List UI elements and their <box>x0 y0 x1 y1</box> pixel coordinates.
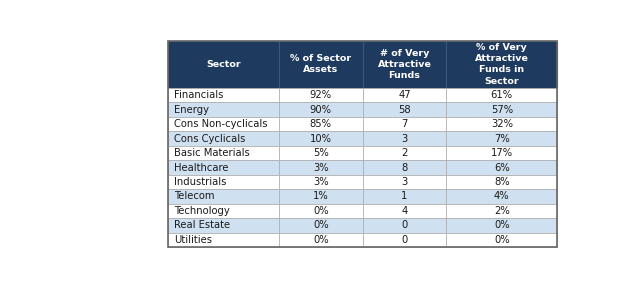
Bar <box>279 41 363 88</box>
Bar <box>446 175 558 189</box>
Text: 5%: 5% <box>313 148 329 158</box>
Text: % of Very
Attractive
Funds in
Sector: % of Very Attractive Funds in Sector <box>475 43 529 86</box>
Bar <box>363 88 446 102</box>
Text: 7: 7 <box>401 119 408 129</box>
Bar <box>363 117 446 131</box>
Bar <box>168 175 279 189</box>
Text: 0%: 0% <box>313 206 329 216</box>
Bar <box>168 218 279 233</box>
Text: 0%: 0% <box>494 220 510 230</box>
Bar <box>363 204 446 218</box>
Text: 58: 58 <box>398 105 411 115</box>
Bar <box>279 131 363 146</box>
Bar <box>168 189 279 204</box>
Text: 3%: 3% <box>313 177 329 187</box>
Bar <box>168 117 279 131</box>
Bar <box>446 233 558 247</box>
Text: 17%: 17% <box>491 148 513 158</box>
Bar <box>279 218 363 233</box>
Text: Technology: Technology <box>174 206 230 216</box>
Text: 1%: 1% <box>313 192 329 201</box>
Bar <box>168 41 558 247</box>
Text: 0%: 0% <box>313 235 329 245</box>
Text: 0: 0 <box>401 220 408 230</box>
Text: Energy: Energy <box>174 105 209 115</box>
Bar <box>168 233 279 247</box>
Text: 7%: 7% <box>494 134 510 144</box>
Text: % of Sector
Assets: % of Sector Assets <box>290 54 352 74</box>
Bar <box>279 117 363 131</box>
Text: 6%: 6% <box>494 162 510 172</box>
Bar <box>168 204 279 218</box>
Text: 0%: 0% <box>313 220 329 230</box>
Bar <box>446 131 558 146</box>
Text: Sector: Sector <box>206 60 241 69</box>
Text: 1: 1 <box>401 192 408 201</box>
Bar <box>446 117 558 131</box>
Text: 2%: 2% <box>494 206 510 216</box>
Bar <box>168 160 279 175</box>
Bar <box>446 88 558 102</box>
Text: Telecom: Telecom <box>174 192 214 201</box>
Text: Cons Cyclicals: Cons Cyclicals <box>174 134 245 144</box>
Bar <box>279 88 363 102</box>
Bar <box>279 102 363 117</box>
Text: 3%: 3% <box>313 162 329 172</box>
Text: 3: 3 <box>401 177 408 187</box>
Text: Utilities: Utilities <box>174 235 212 245</box>
Text: 57%: 57% <box>491 105 513 115</box>
Bar <box>168 41 279 88</box>
Text: 61%: 61% <box>491 90 513 100</box>
Bar <box>363 218 446 233</box>
Text: # of Very
Attractive
Funds: # of Very Attractive Funds <box>377 49 432 80</box>
Bar <box>446 146 558 160</box>
Bar <box>279 160 363 175</box>
Bar <box>363 146 446 160</box>
Bar <box>363 41 446 88</box>
Text: Financials: Financials <box>174 90 223 100</box>
Text: 90%: 90% <box>310 105 332 115</box>
Text: 32%: 32% <box>491 119 513 129</box>
Bar <box>363 131 446 146</box>
Text: 47: 47 <box>398 90 411 100</box>
Text: 2: 2 <box>401 148 408 158</box>
Bar <box>279 233 363 247</box>
Text: 0%: 0% <box>494 235 510 245</box>
Bar <box>363 233 446 247</box>
Bar <box>363 189 446 204</box>
Bar <box>363 175 446 189</box>
Bar <box>446 102 558 117</box>
Bar <box>363 160 446 175</box>
Bar <box>363 102 446 117</box>
Bar <box>446 218 558 233</box>
Bar <box>279 189 363 204</box>
Bar <box>168 146 279 160</box>
Bar <box>446 41 558 88</box>
Text: Industrials: Industrials <box>174 177 226 187</box>
Text: 0: 0 <box>401 235 408 245</box>
Text: 92%: 92% <box>310 90 332 100</box>
Bar <box>168 102 279 117</box>
Text: Real Estate: Real Estate <box>174 220 230 230</box>
Bar <box>446 160 558 175</box>
Text: Cons Non-cyclicals: Cons Non-cyclicals <box>174 119 268 129</box>
Text: 85%: 85% <box>310 119 332 129</box>
Bar <box>446 189 558 204</box>
Text: 10%: 10% <box>310 134 332 144</box>
Bar <box>168 131 279 146</box>
Text: 4%: 4% <box>494 192 510 201</box>
Text: 8%: 8% <box>494 177 510 187</box>
Text: Basic Materials: Basic Materials <box>174 148 249 158</box>
Bar <box>279 146 363 160</box>
Bar <box>279 175 363 189</box>
Text: 8: 8 <box>401 162 408 172</box>
Bar <box>168 88 279 102</box>
Text: 3: 3 <box>401 134 408 144</box>
Text: 4: 4 <box>401 206 408 216</box>
Text: Healthcare: Healthcare <box>174 162 229 172</box>
Bar <box>279 204 363 218</box>
Bar <box>446 204 558 218</box>
